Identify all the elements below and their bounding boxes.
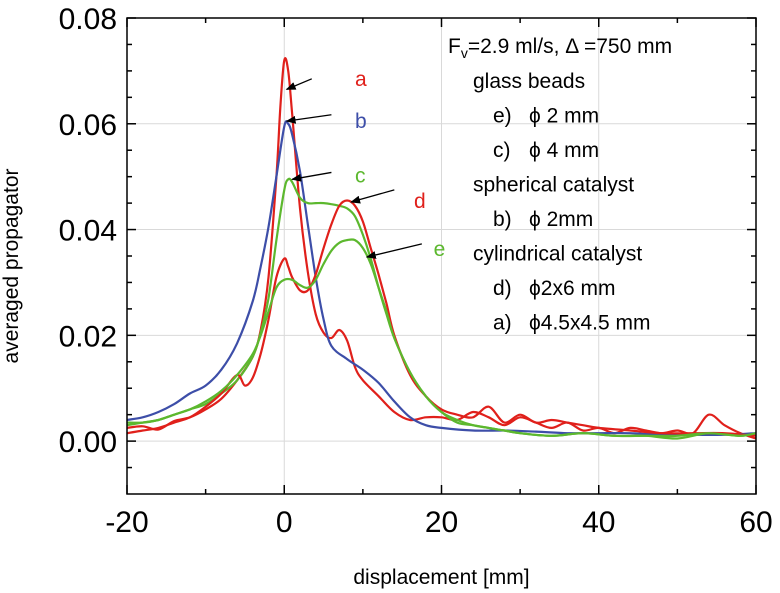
legend-entry-label: ϕ 4 mm bbox=[529, 139, 599, 162]
axis-ticks bbox=[126, 17, 757, 494]
x-tick-label: 40 bbox=[582, 506, 615, 539]
legend-entry-label: ϕ2x6 mm bbox=[529, 277, 615, 300]
legend-group-label: cylindrical catalyst bbox=[473, 243, 642, 266]
legend-group-label: spherical catalyst bbox=[473, 174, 634, 197]
x-tick-label: 0 bbox=[276, 506, 293, 539]
legend-header: Fv=2.9 ml/s, Δ =750 mm bbox=[448, 35, 672, 61]
x-tick-label: 60 bbox=[739, 506, 772, 539]
legend-entry-label: ϕ 2 mm bbox=[529, 105, 599, 128]
legend-entry-key: c) bbox=[493, 139, 511, 162]
y-tick-label: 0.06 bbox=[59, 109, 117, 142]
curve-label-arrows: ab c d e bbox=[285, 68, 446, 261]
legend-entry-key: e) bbox=[493, 105, 512, 128]
y-tick-label: 0.02 bbox=[59, 320, 117, 353]
series-label-d: d bbox=[414, 190, 426, 213]
series-label-b: b bbox=[355, 110, 367, 133]
legend-group-label: glass beads bbox=[473, 70, 585, 93]
series-line-b bbox=[126, 120, 757, 436]
legend: Fv=2.9 ml/s, Δ =750 mm glass beads e) ϕ 2 m… bbox=[448, 35, 672, 335]
series-line-d bbox=[126, 199, 757, 437]
legend-entry-label: ϕ4.5x4.5 mm bbox=[529, 312, 650, 335]
legend-entry-key: d) bbox=[493, 277, 512, 300]
arrow-c bbox=[291, 171, 332, 182]
y-tick-label: 0.00 bbox=[59, 426, 117, 459]
series-label-a: a bbox=[355, 68, 367, 91]
y-axis-title: averaged propagator bbox=[0, 169, 23, 364]
x-tick-label: 20 bbox=[425, 506, 458, 539]
curves bbox=[126, 57, 757, 440]
series-label-c: c bbox=[355, 165, 366, 188]
series-label-e: e bbox=[434, 238, 446, 261]
x-axis-title: displacement [mm] bbox=[353, 566, 529, 589]
arrow-d bbox=[350, 189, 395, 204]
arrow-b bbox=[285, 114, 332, 124]
legend-entry-label: ϕ 2mm bbox=[529, 208, 593, 231]
arrow-e bbox=[365, 243, 422, 259]
tick-labels: -20 0 20 40 60 0.00 0.02 0.04 0.06 0.08 bbox=[59, 3, 773, 539]
x-tick-label: -20 bbox=[105, 506, 148, 539]
legend-entry-key: b) bbox=[493, 208, 512, 231]
arrow-a bbox=[285, 78, 313, 90]
series-line-e bbox=[126, 238, 757, 438]
legend-entry-key: a) bbox=[493, 312, 512, 335]
y-tick-label: 0.08 bbox=[59, 3, 117, 36]
y-tick-label: 0.04 bbox=[59, 215, 117, 248]
